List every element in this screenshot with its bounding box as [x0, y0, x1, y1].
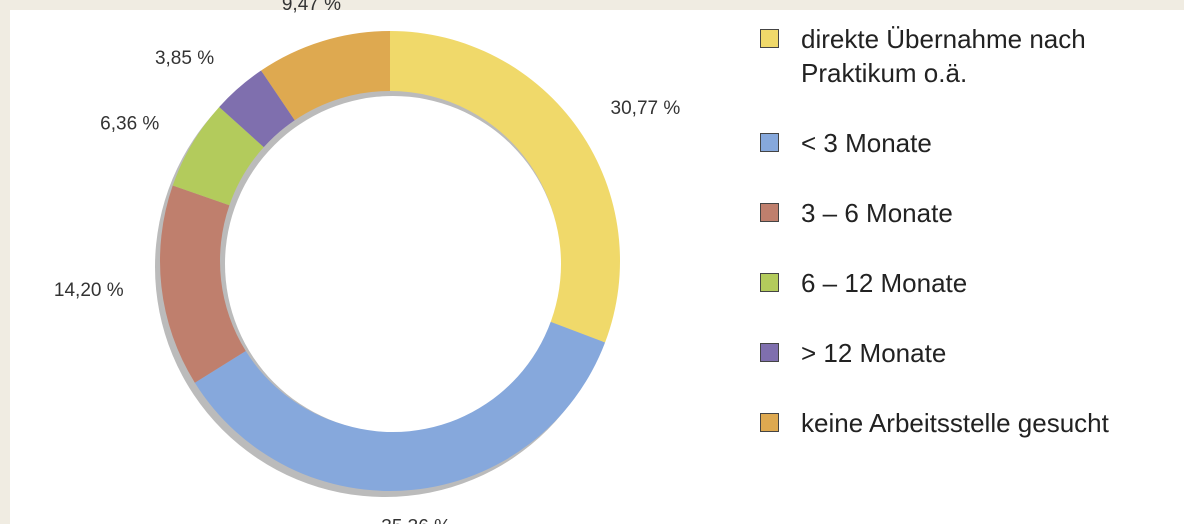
legend-swatch	[760, 273, 779, 292]
donut-slice	[194, 321, 606, 491]
legend-label: 3 – 6 Monate	[801, 198, 953, 228]
legend-item: 6 – 12 Monate	[760, 266, 1161, 300]
legend-item: keine Arbeitsstelle gesucht	[760, 406, 1161, 440]
legend-label: < 3 Monate	[801, 128, 932, 158]
slice-label: 9,47 %	[282, 0, 341, 15]
legend-swatch	[760, 133, 779, 152]
donut-slice	[160, 185, 246, 383]
hole	[225, 96, 561, 432]
legend-swatch	[760, 203, 779, 222]
legend-item: direkte Übernahme nach Praktikum o.ä.	[760, 22, 1161, 90]
legend: direkte Übernahme nach Praktikum o.ä. < 3…	[760, 22, 1161, 440]
slice-label: 35,36 %	[381, 517, 451, 524]
legend-label: > 12 Monate	[801, 338, 947, 368]
legend-swatch	[760, 29, 779, 48]
chart: 30,77 % 35,36 % 14,20 % 6,36 % 3,85 % 9,47 %	[54, 0, 681, 524]
legend-swatch	[760, 413, 779, 432]
legend-item: 3 – 6 Monate	[760, 196, 1161, 230]
donut-slice	[172, 106, 264, 206]
donut-slice	[219, 70, 295, 148]
slice-label: 14,20 %	[54, 280, 124, 301]
slice-label: 3,85 %	[155, 48, 214, 69]
donut-slice	[390, 31, 620, 343]
legend-label: 6 – 12 Monate	[801, 268, 968, 298]
slice-label: 6,36 %	[100, 114, 159, 135]
legend-label: direkte Übernahme nach Praktikum o.ä.	[801, 24, 1086, 88]
legend-label: keine Arbeitsstelle gesucht	[801, 408, 1109, 438]
legend-item: < 3 Monate	[760, 126, 1161, 160]
donut-slice	[261, 30, 390, 121]
legend-swatch	[760, 343, 779, 362]
slice-label: 30,77 %	[611, 98, 681, 119]
legend-item: > 12 Monate	[760, 336, 1161, 370]
